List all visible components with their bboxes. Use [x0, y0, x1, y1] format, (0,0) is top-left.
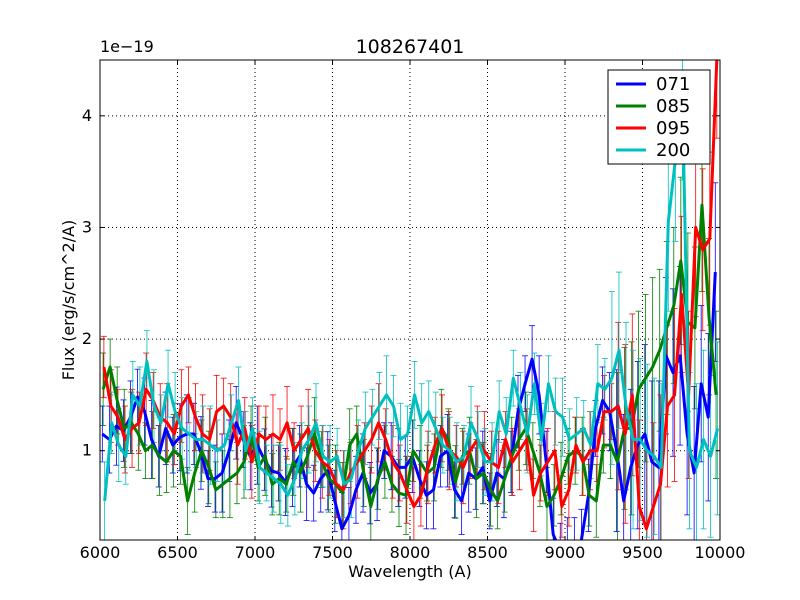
x-tick-label: 10000 [695, 543, 746, 562]
x-tick-label: 7500 [312, 543, 353, 562]
series-line-200 [103, 92, 720, 502]
x-tick-label: 8000 [390, 543, 431, 562]
y-tick-label: 4 [82, 106, 92, 125]
x-tick-label: 9000 [545, 543, 586, 562]
y-axis-title: Flux (erg/s/cm^2/A) [59, 220, 78, 381]
legend-label-071: 071 [656, 74, 690, 95]
y-tick-label: 3 [82, 217, 92, 236]
x-tick-label: 7000 [235, 543, 276, 562]
x-tick-label: 6000 [80, 543, 121, 562]
x-tick-label: 9500 [622, 543, 663, 562]
x-axis-title: Wavelength (A) [348, 562, 471, 581]
y-offset-label: 1e−19 [100, 37, 154, 56]
legend-label-095: 095 [656, 118, 690, 139]
axis-ticks: 6000 6500 7000 7500 8000 8500 9000 9500 10000 1 2 3… [80, 60, 746, 562]
series-lines [101, 60, 720, 540]
y-tick-label: 2 [82, 329, 92, 348]
series-line-095 [102, 60, 719, 531]
y-tick-label: 1 [82, 441, 92, 460]
legend-label-085: 085 [656, 96, 690, 117]
x-tick-label: 8500 [467, 543, 508, 562]
chart-title: 108267401 [356, 36, 465, 58]
series-line-071 [101, 272, 717, 540]
series-line-085 [101, 203, 718, 508]
x-tick-label: 6500 [157, 543, 198, 562]
legend-label-200: 200 [656, 140, 690, 161]
legend-box [607, 69, 711, 165]
